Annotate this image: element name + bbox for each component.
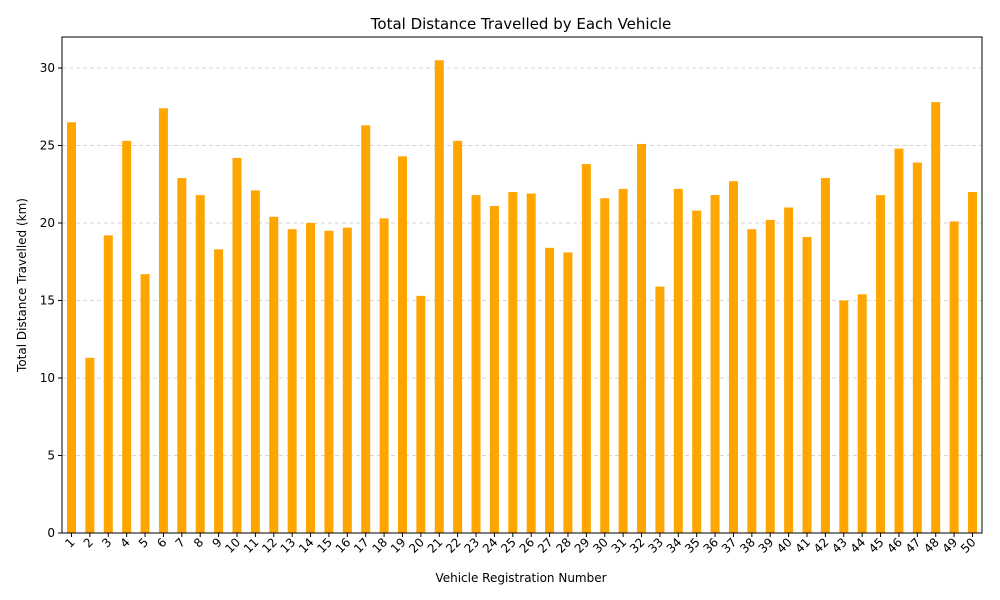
x-tick-label: 5 [136,535,151,550]
bar-vehicle-48 [931,102,941,533]
bar-vehicle-29 [581,164,591,533]
y-tick-label: 30 [40,61,55,75]
x-tick-label: 50 [958,535,979,556]
bar-vehicle-40 [784,207,794,533]
bar-vehicle-6 [158,108,168,534]
x-tick-label: 6 [154,535,169,550]
x-tick-label: 7 [173,535,188,550]
bar-vehicle-15 [324,230,334,533]
bar-vehicle-3 [103,235,113,533]
x-tick-label: 9 [209,535,224,550]
x-tick-label: 8 [191,535,206,550]
bar-vehicle-27 [545,247,555,534]
y-tick-label: 5 [47,449,55,463]
chart-title: Total Distance Travelled by Each Vehicle [370,15,671,33]
bar-vehicle-46 [894,148,904,533]
y-tick-label: 10 [40,371,55,385]
bar-vehicle-13 [287,229,297,533]
bar-vehicle-49 [949,221,959,533]
bar-vehicle-10 [232,157,242,533]
bar-vehicle-21 [434,60,444,533]
bar-series [67,60,977,534]
bar-vehicle-4 [122,140,132,533]
y-tick-label: 15 [40,294,55,308]
bar-vehicle-45 [876,195,886,533]
bar-vehicle-24 [489,205,499,533]
x-tick-label: 1 [62,535,77,550]
bar-vehicle-19 [397,156,407,533]
bar-vehicle-17 [361,125,371,533]
bar-vehicle-23 [471,195,481,533]
y-axis-label: Total Distance Travelled (km) [15,198,29,373]
bar-vehicle-16 [342,227,352,533]
bar-vehicle-25 [508,192,518,533]
bar-vehicle-1 [67,122,76,533]
bar-vehicle-35 [692,210,702,533]
x-tick-label: 4 [117,535,132,550]
bar-vehicle-26 [526,193,536,534]
bar-vehicle-43 [839,300,849,533]
x-tick-label: 3 [99,535,114,550]
bar-vehicle-11 [250,190,260,533]
bar-vehicle-38 [747,229,757,533]
bar-vehicle-39 [765,219,775,533]
plot-frame [61,36,983,534]
bar-vehicle-47 [912,162,922,534]
bar-vehicle-30 [600,198,610,533]
bar-vehicle-22 [453,140,463,533]
x-axis-ticks: 1 2 3 4 5 6 7 8 91011121314151617181920212223242… [62,533,979,556]
bar-vehicle-42 [820,178,830,534]
bar-vehicle-5 [140,274,150,533]
y-tick-label: 25 [40,139,55,153]
bar-vehicle-31 [618,188,628,533]
bar-vehicle-37 [728,181,738,533]
x-axis-label: Vehicle Registration Number [435,571,606,585]
bar-vehicle-28 [563,252,573,533]
bar-vehicle-32 [637,143,647,533]
bar-vehicle-2 [85,357,95,533]
bar-vehicle-50 [968,192,977,533]
bar-vehicle-9 [214,249,224,533]
bar-vehicle-41 [802,236,812,533]
bar-vehicle-34 [673,188,683,533]
bar-vehicle-7 [177,178,187,534]
y-tick-label: 0 [47,526,55,540]
bar-vehicle-33 [655,286,665,533]
y-tick-label: 20 [40,216,55,230]
bar-vehicle-20 [416,295,426,533]
x-tick-label: 2 [81,535,96,550]
bar-vehicle-12 [269,216,279,534]
bar-vehicle-44 [857,294,867,533]
bar-vehicle-14 [306,223,316,533]
bar-vehicle-18 [379,218,389,533]
bar-vehicle-36 [710,195,720,533]
y-axis-ticks: 0 5 10 15 20 25 30 [40,61,62,540]
bar-vehicle-8 [195,195,205,533]
